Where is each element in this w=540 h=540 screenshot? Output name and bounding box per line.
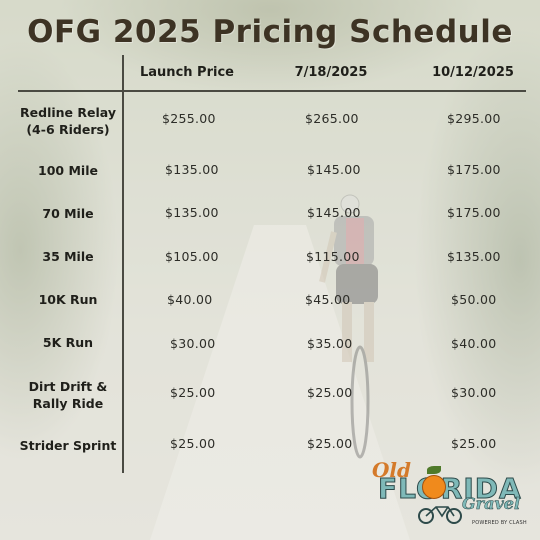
logo-florida-text: FLORIDA <box>378 472 522 506</box>
price-cell: $175.00 <box>447 205 501 220</box>
price-cell: $35.00 <box>307 336 353 351</box>
column-header-launch: Launch Price <box>140 65 234 80</box>
price-cell: $25.00 <box>451 436 497 451</box>
row-label-dirt-drift: Dirt Drift & Rally Ride <box>28 379 108 411</box>
price-cell: $115.00 <box>306 249 360 264</box>
logo-old-text: Old <box>372 458 412 482</box>
price-cell: $135.00 <box>165 162 219 177</box>
row-label-70-mile: 70 Mile <box>42 206 94 221</box>
column-header-october: 10/12/2025 <box>432 65 514 80</box>
page-title: OFG 2025 Pricing Schedule <box>27 14 513 50</box>
orange-icon <box>422 475 446 499</box>
price-cell: $40.00 <box>451 336 497 351</box>
row-label-35-mile: 35 Mile <box>42 249 94 264</box>
price-cell: $265.00 <box>305 111 359 126</box>
old-florida-gravel-logo: Old FLORIDA Gravel POWERED BY CLASH <box>372 458 527 533</box>
price-cell: $295.00 <box>447 111 501 126</box>
price-cell: $135.00 <box>447 249 501 264</box>
price-cell: $25.00 <box>307 385 353 400</box>
header-divider <box>18 90 526 92</box>
price-cell: $40.00 <box>167 292 213 307</box>
price-cell: $25.00 <box>170 436 216 451</box>
row-label-strider-sprint: Strider Sprint <box>19 438 117 453</box>
price-cell: $25.00 <box>307 436 353 451</box>
logo-gravel-text: Gravel <box>462 494 521 514</box>
logo-sponsor-text: POWERED BY CLASH <box>472 520 527 526</box>
price-cell: $30.00 <box>170 336 216 351</box>
price-cell: $145.00 <box>307 205 361 220</box>
price-cell: $30.00 <box>451 385 497 400</box>
price-cell: $45.00 <box>305 292 351 307</box>
row-label-100-mile: 100 Mile <box>38 163 98 178</box>
row-label-10k-run: 10K Run <box>38 292 98 307</box>
row-label-5k-run: 5K Run <box>42 335 94 350</box>
price-cell: $25.00 <box>170 385 216 400</box>
cyclist-illustration <box>319 194 378 459</box>
price-cell: $255.00 <box>162 111 216 126</box>
column-header-july: 7/18/2025 <box>294 65 368 80</box>
price-cell: $145.00 <box>307 162 361 177</box>
price-cell: $105.00 <box>165 249 219 264</box>
row-label-redline-relay: Redline Relay (4-6 Riders) <box>20 105 116 137</box>
bicycle-icon <box>418 506 462 524</box>
price-cell: $135.00 <box>165 205 219 220</box>
leaf-icon <box>427 466 441 474</box>
label-column-divider <box>122 55 124 473</box>
price-cell: $175.00 <box>447 162 501 177</box>
price-cell: $50.00 <box>451 292 497 307</box>
